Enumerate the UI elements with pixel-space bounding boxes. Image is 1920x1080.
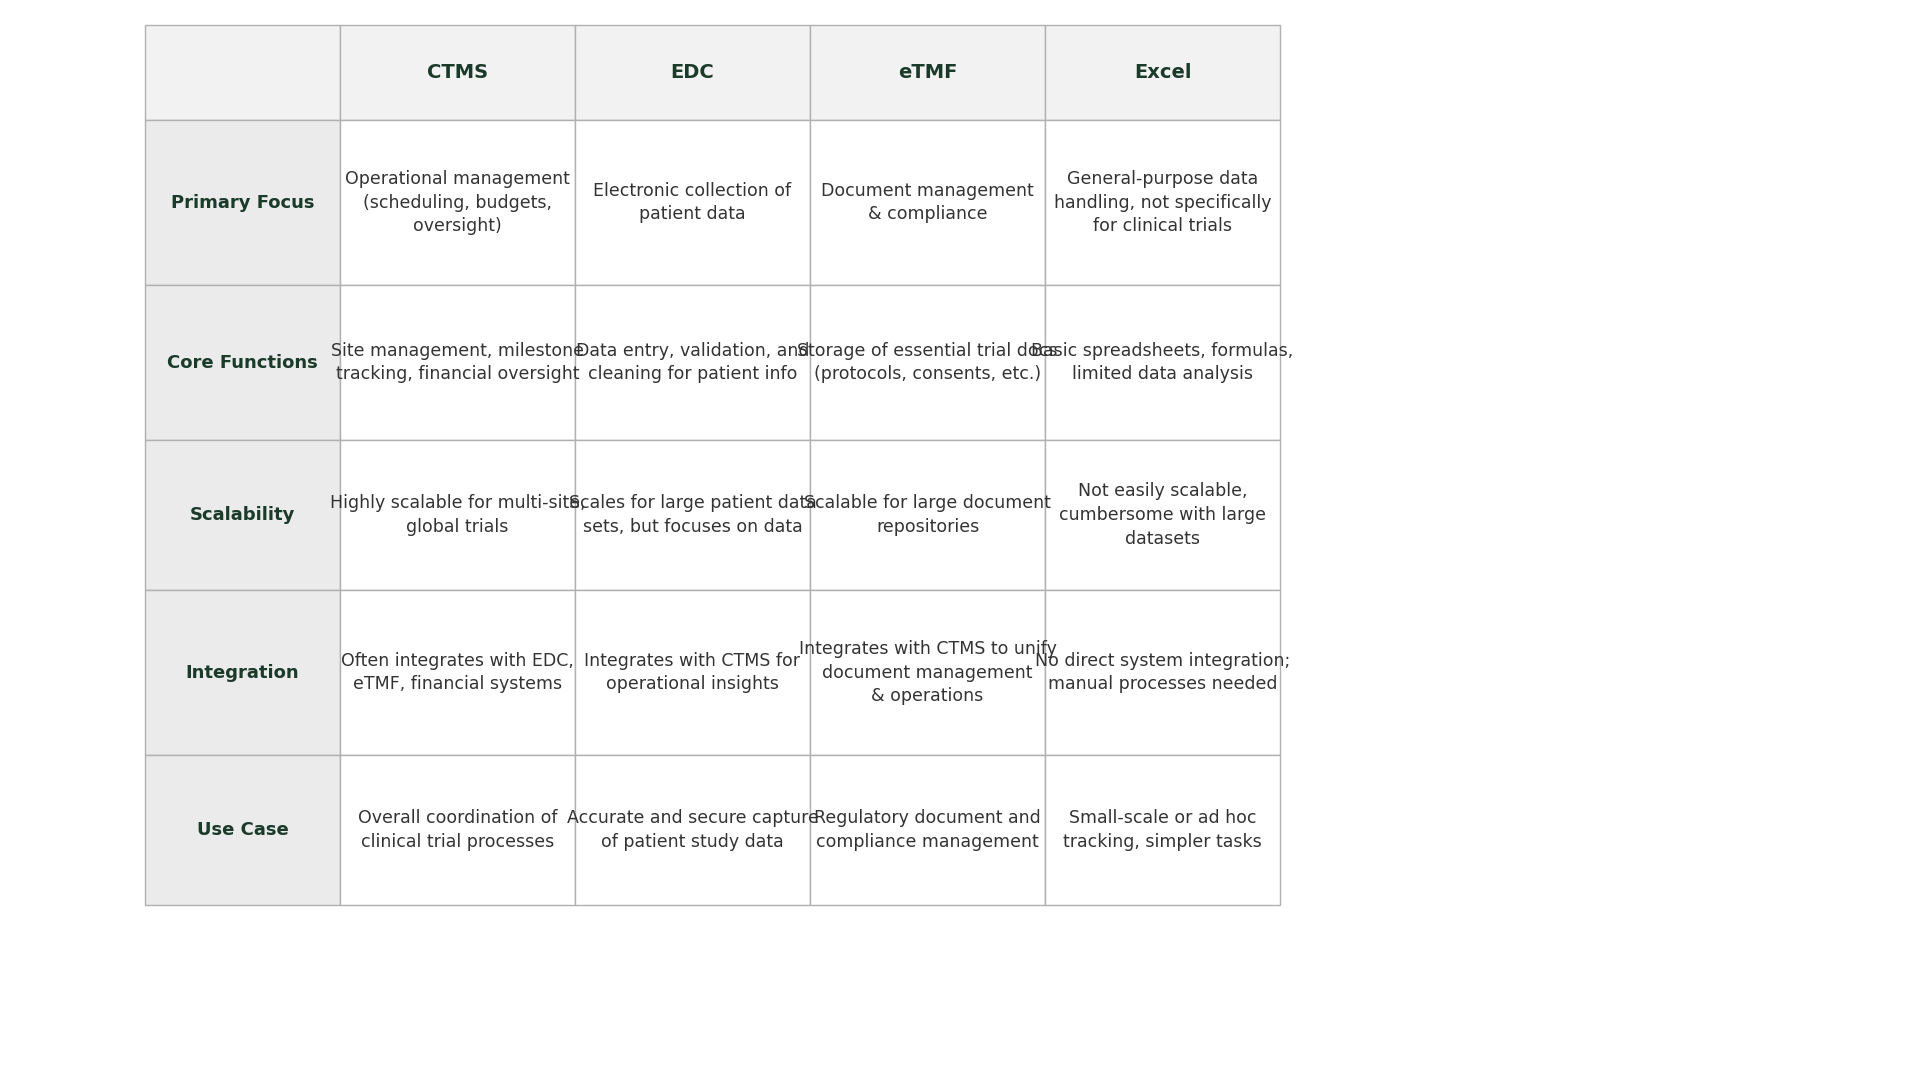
Text: Overall coordination of
clinical trial processes: Overall coordination of clinical trial p… (357, 809, 557, 851)
Bar (574, 285, 810, 440)
Bar (810, 590, 1044, 755)
Bar (340, 755, 574, 905)
Bar (146, 440, 340, 590)
Text: Often integrates with EDC,
eTMF, financial systems: Often integrates with EDC, eTMF, financi… (342, 651, 574, 693)
Bar (810, 755, 1044, 905)
Bar (340, 120, 574, 285)
Text: Data entry, validation, and
cleaning for patient info: Data entry, validation, and cleaning for… (576, 341, 808, 383)
Text: Not easily scalable,
cumbersome with large
datasets: Not easily scalable, cumbersome with lar… (1060, 483, 1265, 548)
Text: General-purpose data
handling, not specifically
for clinical trials: General-purpose data handling, not speci… (1054, 170, 1271, 235)
Bar (574, 120, 810, 285)
Bar (810, 285, 1044, 440)
Text: Operational management
(scheduling, budgets,
oversight): Operational management (scheduling, budg… (346, 170, 570, 235)
Text: Scalable for large document
repositories: Scalable for large document repositories (804, 495, 1050, 536)
Text: eTMF: eTMF (899, 63, 958, 82)
Bar (146, 120, 340, 285)
Text: Excel: Excel (1133, 63, 1190, 82)
Text: Use Case: Use Case (196, 821, 288, 839)
Text: Site management, milestone
tracking, financial oversight: Site management, milestone tracking, fin… (330, 341, 584, 383)
Bar (340, 25, 574, 120)
Text: Document management
& compliance: Document management & compliance (822, 181, 1033, 224)
Bar (574, 590, 810, 755)
Text: Storage of essential trial docs
(protocols, consents, etc.): Storage of essential trial docs (protoco… (797, 341, 1058, 383)
Bar (810, 440, 1044, 590)
Text: EDC: EDC (670, 63, 714, 82)
Text: Integrates with CTMS for
operational insights: Integrates with CTMS for operational ins… (584, 651, 801, 693)
Text: Regulatory document and
compliance management: Regulatory document and compliance manag… (814, 809, 1041, 851)
Bar (1044, 120, 1281, 285)
Text: Scalability: Scalability (190, 507, 296, 524)
Text: Accurate and secure capture
of patient study data: Accurate and secure capture of patient s… (566, 809, 818, 851)
Text: Electronic collection of
patient data: Electronic collection of patient data (593, 181, 791, 224)
Bar (810, 25, 1044, 120)
Bar (146, 285, 340, 440)
Text: CTMS: CTMS (426, 63, 488, 82)
Bar (146, 755, 340, 905)
Text: Integration: Integration (186, 663, 300, 681)
Bar (340, 590, 574, 755)
Text: Integrates with CTMS to unify
document management
& operations: Integrates with CTMS to unify document m… (799, 639, 1056, 705)
Text: Core Functions: Core Functions (167, 353, 319, 372)
Bar (810, 120, 1044, 285)
Bar (574, 25, 810, 120)
Bar (340, 440, 574, 590)
Text: Highly scalable for multi-site,
global trials: Highly scalable for multi-site, global t… (330, 495, 586, 536)
Text: No direct system integration;
manual processes needed: No direct system integration; manual pro… (1035, 651, 1290, 693)
Bar (1044, 25, 1281, 120)
Bar (1044, 285, 1281, 440)
Text: Scales for large patient data
sets, but focuses on data: Scales for large patient data sets, but … (568, 495, 816, 536)
Bar (1044, 755, 1281, 905)
Bar (574, 440, 810, 590)
Bar (1044, 590, 1281, 755)
Text: Primary Focus: Primary Focus (171, 193, 315, 212)
Bar (146, 25, 340, 120)
Bar (340, 285, 574, 440)
Text: Basic spreadsheets, formulas,
limited data analysis: Basic spreadsheets, formulas, limited da… (1031, 341, 1294, 383)
Text: Small-scale or ad hoc
tracking, simpler tasks: Small-scale or ad hoc tracking, simpler … (1064, 809, 1261, 851)
Bar (574, 755, 810, 905)
Bar (1044, 440, 1281, 590)
Bar (146, 590, 340, 755)
